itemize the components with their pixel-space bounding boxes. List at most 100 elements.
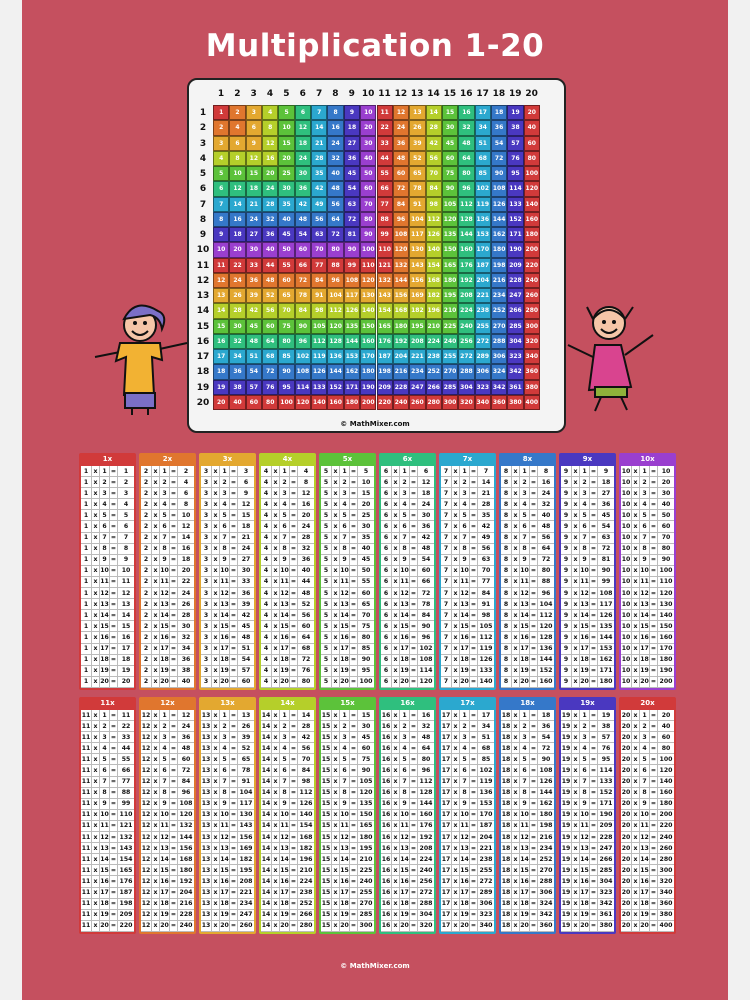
product: 17 bbox=[481, 711, 491, 719]
equals-sign: = bbox=[530, 798, 538, 809]
fact-row: 6 x 20 = 120 bbox=[381, 676, 434, 688]
fact-row: 14 x 10 = 140 bbox=[261, 809, 314, 821]
factor-b: 18 bbox=[460, 654, 470, 665]
fact-row: 19 x 11 = 209 bbox=[561, 820, 614, 833]
grid-cell: 272 bbox=[458, 349, 475, 365]
product: 140 bbox=[479, 678, 493, 686]
row-header: 18 bbox=[196, 367, 210, 378]
times-sign: x bbox=[452, 554, 460, 565]
product: 32 bbox=[421, 722, 431, 730]
factor-b: 20 bbox=[340, 676, 350, 687]
factor-b: 11 bbox=[340, 576, 350, 588]
times-sign: x bbox=[272, 532, 280, 543]
factor-b: 20 bbox=[640, 920, 650, 931]
fact-table: 4x 4 x 1 = 4 4 x 2 = 8 4 x 3 = 12 4 x 4 = 16 4 x 5 = 20 4 x 6 = 24 4 x 7 =… bbox=[259, 453, 316, 690]
equals-sign: = bbox=[290, 654, 298, 665]
factor-a: 4 bbox=[261, 510, 272, 521]
times-sign: x bbox=[452, 643, 460, 654]
equals-sign: = bbox=[470, 521, 478, 532]
fact-row: 9 x 14 = 126 bbox=[561, 610, 614, 622]
equals-sign: = bbox=[230, 820, 238, 832]
factor-a: 2 bbox=[141, 543, 152, 554]
factor-b: 12 bbox=[640, 588, 650, 599]
factor-b: 10 bbox=[400, 565, 410, 576]
factor-a: 3 bbox=[201, 543, 212, 554]
factor-a: 20 bbox=[621, 754, 632, 765]
equals-sign: = bbox=[290, 732, 298, 743]
fact-row: 18 x 6 = 108 bbox=[501, 765, 554, 777]
fact-row: 2 x 12 = 24 bbox=[141, 588, 194, 600]
factor-a: 15 bbox=[321, 820, 332, 832]
factor-a: 2 bbox=[141, 488, 152, 499]
factor-b: 13 bbox=[400, 843, 410, 854]
fact-row: 4 x 14 = 56 bbox=[261, 610, 314, 622]
times-sign: x bbox=[632, 843, 640, 854]
equals-sign: = bbox=[590, 654, 598, 665]
factor-b: 14 bbox=[280, 610, 290, 621]
grid-cell: 272 bbox=[474, 333, 491, 349]
grid-cell: 18 bbox=[490, 105, 508, 121]
times-sign: x bbox=[332, 632, 340, 643]
product: 36 bbox=[541, 722, 551, 730]
equals-sign: = bbox=[470, 665, 478, 676]
fact-row: 15 x 19 = 285 bbox=[321, 909, 374, 921]
grid-cell: 3 bbox=[213, 135, 230, 151]
equals-sign: = bbox=[230, 920, 238, 931]
factor-b: 18 bbox=[220, 898, 230, 909]
product: 56 bbox=[541, 534, 551, 542]
product: 18 bbox=[241, 523, 251, 531]
product: 119 bbox=[479, 778, 493, 786]
times-sign: x bbox=[272, 632, 280, 643]
factor-b: 17 bbox=[100, 643, 110, 654]
times-sign: x bbox=[572, 654, 580, 665]
times-sign: x bbox=[152, 588, 160, 599]
grid-cell: 180 bbox=[523, 227, 540, 243]
factor-b: 20 bbox=[160, 676, 170, 687]
grid-cell: 30 bbox=[245, 242, 263, 258]
factor-a: 10 bbox=[621, 665, 632, 676]
equals-sign: = bbox=[290, 543, 298, 554]
factor-a: 6 bbox=[381, 510, 392, 521]
grid-cell: 2 bbox=[229, 105, 246, 121]
fact-row: 13 x 18 = 234 bbox=[201, 898, 254, 910]
grid-cell: 60 bbox=[523, 135, 540, 151]
fact-row: 5 x 18 = 90 bbox=[321, 654, 374, 666]
grid-cell: 42 bbox=[294, 196, 312, 212]
factor-b: 11 bbox=[400, 820, 410, 832]
grid-cell: 105 bbox=[311, 318, 328, 334]
fact-row: 4 x 16 = 64 bbox=[261, 632, 314, 644]
factor-b: 2 bbox=[400, 721, 410, 732]
grid-cell: 14 bbox=[229, 196, 246, 212]
fact-row: 13 x 17 = 221 bbox=[201, 887, 254, 899]
equals-sign: = bbox=[350, 477, 358, 488]
factor-b: 6 bbox=[640, 521, 650, 532]
equals-sign: = bbox=[290, 643, 298, 654]
grid-cell: 36 bbox=[245, 272, 263, 288]
factor-a: 2 bbox=[141, 643, 152, 654]
factor-a: 14 bbox=[261, 876, 272, 887]
times-sign: x bbox=[272, 887, 280, 898]
equals-sign: = bbox=[410, 898, 418, 909]
fact-row: 3 x 16 = 48 bbox=[201, 632, 254, 644]
factor-a: 9 bbox=[561, 610, 572, 621]
fact-table-header: 2x bbox=[162, 455, 173, 463]
factor-b: 7 bbox=[460, 532, 470, 543]
factor-a: 14 bbox=[261, 854, 272, 865]
factor-b: 1 bbox=[220, 466, 230, 477]
factor-b: 4 bbox=[340, 499, 350, 510]
factor-a: 18 bbox=[501, 820, 512, 832]
times-sign: x bbox=[512, 865, 520, 876]
factor-a: 4 bbox=[261, 676, 272, 687]
product: 17 bbox=[121, 645, 131, 653]
product: 119 bbox=[479, 645, 493, 653]
equals-sign: = bbox=[290, 499, 298, 510]
fact-table: 8x 8 x 1 = 8 8 x 2 = 16 8 x 3 = 24 8 x 4 = 32 8 x 5 = 40 8 x 6 = 48 8 x 7… bbox=[499, 453, 556, 690]
equals-sign: = bbox=[290, 477, 298, 488]
fact-row: 6 x 19 = 114 bbox=[381, 665, 434, 677]
fact-row: 19 x 1 = 19 bbox=[561, 710, 614, 722]
times-sign: x bbox=[92, 510, 100, 521]
product: 198 bbox=[119, 900, 133, 908]
grid-cell: 35 bbox=[278, 196, 295, 212]
factor-a: 2 bbox=[141, 565, 152, 576]
product: 68 bbox=[481, 744, 491, 752]
